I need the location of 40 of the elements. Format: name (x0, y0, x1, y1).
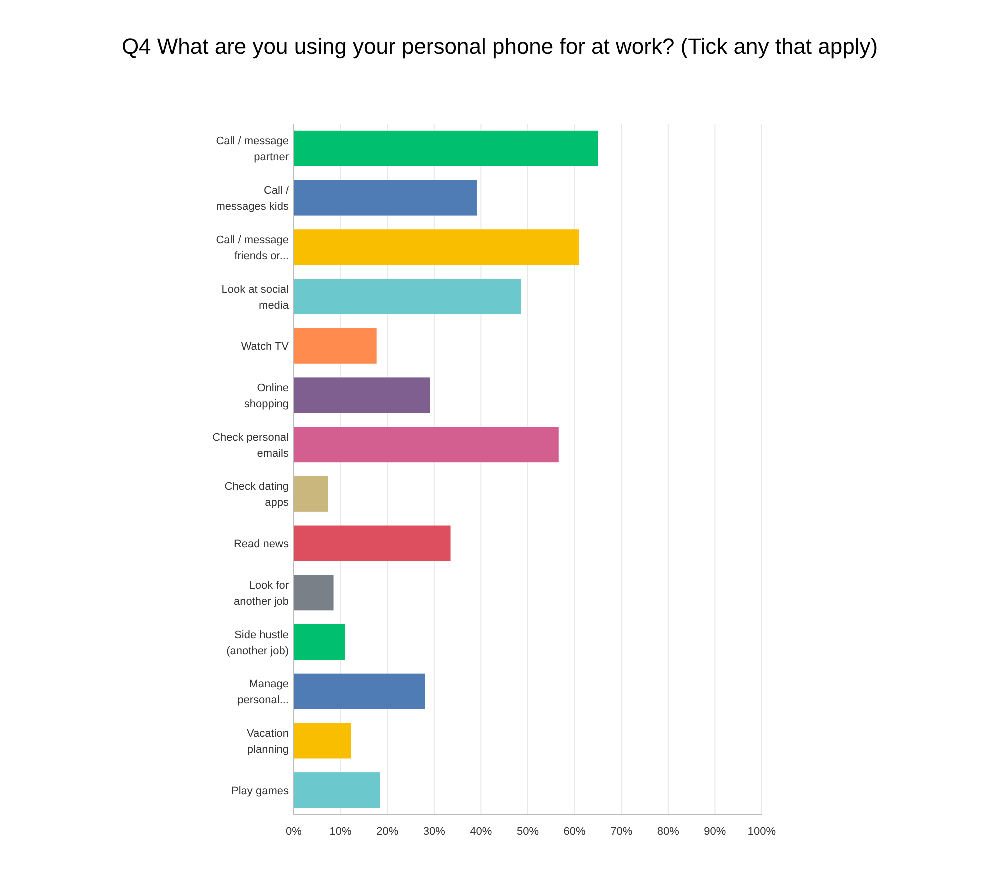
x-tick-label: 60% (564, 826, 586, 838)
bar (294, 526, 451, 562)
bar (294, 624, 346, 660)
bar (294, 328, 377, 364)
bar (294, 180, 477, 216)
y-tick-label: Call / message partner (216, 136, 290, 164)
bar (294, 278, 521, 315)
y-tick-label: Play games (232, 785, 290, 798)
x-tick-label: 100% (748, 826, 776, 838)
y-tick-label: Read news (234, 538, 290, 551)
y-tick-label: Call / messages kids (216, 185, 290, 214)
x-tick-label: 50% (516, 826, 540, 838)
bar (294, 723, 352, 759)
x-tick-label: 20% (376, 826, 399, 838)
bar (294, 476, 328, 512)
bar (294, 427, 559, 463)
bar (294, 230, 580, 266)
y-tick-label: Check dating apps (224, 481, 290, 510)
x-tick-label: 0% (286, 826, 302, 838)
x-tick-label: 80% (657, 826, 680, 838)
x-tick-label: 70% (610, 826, 633, 838)
bar (294, 674, 426, 710)
y-tick-label: Watch TV (241, 341, 290, 354)
bar (294, 378, 430, 414)
y-tick-label: Look at social media (222, 284, 290, 312)
chart-title: Q4 What are you using your personal phone for at work? (Tick any that apply) (122, 34, 878, 59)
y-tick-label: Check personal emails (212, 432, 290, 460)
bar (294, 575, 334, 611)
y-tick-label: Manage personal... (238, 678, 289, 707)
bar (294, 772, 380, 808)
x-tick-label: 10% (330, 826, 352, 838)
y-tick-label: Online shopping (244, 382, 289, 410)
y-tick-label: Side hustle (another job) (226, 629, 289, 658)
y-tick-label: Call / message friends or... (216, 234, 289, 262)
y-tick-label: Look for another job (234, 580, 290, 608)
bar (294, 130, 598, 166)
y-tick-label: Vacation planning (247, 728, 289, 756)
x-tick-label: 30% (423, 826, 446, 838)
x-tick-label: 40% (470, 826, 492, 838)
x-tick-label: 90% (704, 826, 726, 838)
